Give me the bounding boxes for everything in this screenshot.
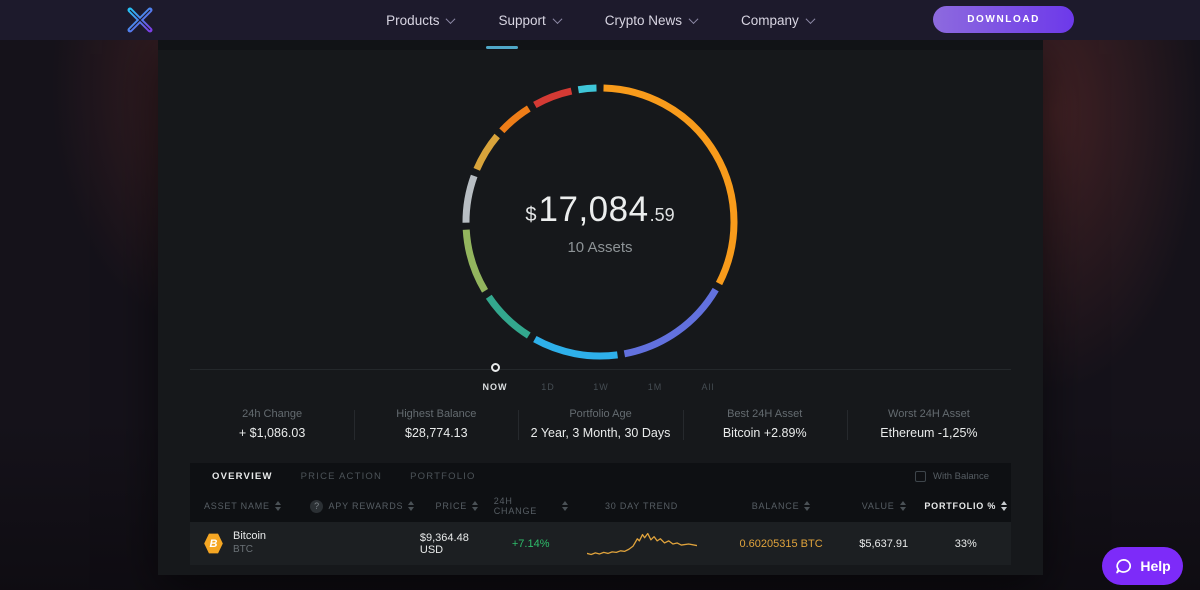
- stat-highest-balance: Highest Balance $28,774.13: [354, 402, 518, 446]
- stat-label: Best 24H Asset: [727, 408, 803, 420]
- portfolio-pct-cell: 33%: [954, 537, 977, 550]
- donut-segment-asset-5[interactable]: [462, 229, 489, 293]
- table-row-bitcoin[interactable]: B Bitcoin BTC $9,364.48 USD +7.14% 0.602…: [190, 522, 1011, 565]
- stat-label: Worst 24H Asset: [888, 408, 970, 420]
- column-header-asset-name[interactable]: ASSET NAME: [190, 501, 305, 511]
- column-header-24h-change[interactable]: 24H CHANGE: [494, 496, 568, 516]
- chat-bubble-icon: [1116, 558, 1132, 573]
- bitcoin-icon: B: [204, 533, 223, 554]
- nav-item-support[interactable]: Support: [498, 12, 563, 28]
- column-header-portfolio-pct[interactable]: PORTFOLIO %: [921, 501, 1011, 511]
- value-cell: $5,637.91: [859, 537, 909, 550]
- with-balance-label: With Balance: [933, 471, 989, 482]
- timeline-marker[interactable]: [491, 363, 500, 372]
- sort-icon: [804, 501, 811, 511]
- nav-item-label: Products: [386, 12, 440, 28]
- table-header-row: ASSET NAME ? APY REWARDS PRICE 24H CHANG…: [190, 490, 1011, 522]
- chevron-down-icon: [688, 13, 699, 24]
- chevron-down-icon: [805, 13, 816, 24]
- stat-24h-change: 24h Change + $1,086.03: [190, 402, 354, 446]
- column-header-30-day-trend: 30 DAY TREND: [604, 501, 679, 511]
- column-header-balance[interactable]: BALANCE: [715, 501, 846, 511]
- sort-icon: [472, 501, 479, 511]
- stat-value: 2 Year, 3 Month, 30 Days: [530, 426, 671, 440]
- change-cell: +7.14%: [511, 537, 550, 550]
- trend-cell: [568, 528, 716, 560]
- chevron-down-icon: [552, 13, 563, 24]
- stat-value: Bitcoin +2.89%: [722, 426, 807, 440]
- donut-ring: [462, 84, 738, 360]
- assets-count: 10 Assets: [567, 239, 633, 256]
- sort-icon: [899, 501, 906, 511]
- donut-segment-asset-3[interactable]: [533, 336, 618, 360]
- column-header-price[interactable]: PRICE: [420, 501, 494, 511]
- donut-segment-asset-8[interactable]: [499, 105, 531, 134]
- timeline-option-1m[interactable]: 1M: [647, 382, 663, 392]
- chevron-down-icon: [446, 13, 456, 24]
- stats-row: 24h Change + $1,086.03 Highest Balance $…: [190, 402, 1011, 446]
- panel-top-bar: [158, 40, 1043, 50]
- donut-segment-asset-6[interactable]: [462, 174, 478, 223]
- balance-cell: 0.60205315 BTC: [739, 537, 823, 550]
- balance-cents: .59: [649, 205, 675, 225]
- donut-segment-asset-10[interactable]: [577, 84, 597, 94]
- donut-segment-asset-2[interactable]: [623, 287, 719, 358]
- sort-icon: [561, 501, 568, 511]
- donut-segment-asset-4[interactable]: [485, 294, 531, 339]
- download-button[interactable]: DOWNLOAD: [933, 6, 1074, 33]
- portfolio-total: $ 17,084 .59 10 Assets: [450, 190, 750, 256]
- stat-label: 24h Change: [242, 408, 303, 420]
- stat-label: Portfolio Age: [569, 408, 632, 420]
- portfolio-donut-chart: $ 17,084 .59 10 Assets: [450, 72, 750, 372]
- timeline-option-now[interactable]: NOW: [482, 382, 508, 392]
- with-balance-toggle[interactable]: With Balance: [915, 471, 989, 482]
- sort-icon-active: [1001, 501, 1008, 511]
- stat-value: $28,774.13: [405, 426, 468, 440]
- stat-worst-24h-asset: Worst 24H Asset Ethereum -1,25%: [846, 402, 1011, 446]
- stat-value: + $1,086.03: [238, 426, 306, 440]
- sparkline-chart: [587, 528, 697, 560]
- timeline-track[interactable]: [190, 369, 1011, 370]
- currency-symbol: $: [525, 204, 537, 226]
- column-header-value[interactable]: VALUE: [847, 501, 921, 511]
- sort-icon: [408, 501, 415, 511]
- wallet-dashboard-panel: $ 17,084 .59 10 Assets NOW 1D 1W 1M All 24h …: [158, 40, 1043, 575]
- timeline-option-all[interactable]: All: [701, 382, 715, 392]
- tab-portfolio[interactable]: PORTFOLIO: [410, 471, 476, 482]
- active-tab-indicator: [486, 46, 518, 49]
- stat-best-24h-asset: Best 24H Asset Bitcoin +2.89%: [682, 402, 847, 446]
- tab-price-action[interactable]: PRICE ACTION: [300, 471, 383, 482]
- nav-item-label: Support: [498, 12, 546, 28]
- asset-cell: B Bitcoin BTC: [190, 530, 305, 556]
- assets-table: OVERVIEW PRICE ACTION PORTFOLIO With Bal…: [190, 463, 1011, 565]
- donut-segment-asset-9[interactable]: [533, 87, 573, 108]
- help-label: Help: [1140, 558, 1171, 574]
- nav-menu: Products Support Crypto News Company: [0, 0, 1200, 40]
- sort-icon: [274, 501, 281, 511]
- tab-overview[interactable]: OVERVIEW: [212, 471, 273, 482]
- help-button[interactable]: Help: [1102, 547, 1183, 585]
- asset-symbol: BTC: [233, 544, 253, 556]
- donut-segment-Bitcoin[interactable]: [603, 84, 738, 286]
- nav-item-company[interactable]: Company: [741, 12, 816, 28]
- nav-item-label: Crypto News: [604, 12, 683, 28]
- help-question-icon[interactable]: ?: [310, 499, 324, 513]
- top-nav: Products Support Crypto News Company DOW…: [0, 0, 1200, 40]
- asset-name: Bitcoin: [233, 530, 267, 543]
- stat-label: Highest Balance: [396, 408, 477, 420]
- stat-value: Ethereum -1,25%: [880, 426, 978, 440]
- stat-portfolio-age: Portfolio Age 2 Year, 3 Month, 30 Days: [518, 402, 682, 446]
- column-header-apy-rewards[interactable]: ? APY REWARDS: [305, 499, 420, 513]
- nav-item-crypto-news[interactable]: Crypto News: [604, 12, 699, 28]
- nav-item-products[interactable]: Products: [386, 12, 456, 28]
- price-cell: $9,364.48 USD: [419, 531, 469, 556]
- balance-amount: 17,084: [538, 190, 649, 229]
- exodus-logo-icon[interactable]: [126, 6, 154, 34]
- donut-segment-asset-7[interactable]: [473, 133, 500, 171]
- table-tab-bar: OVERVIEW PRICE ACTION PORTFOLIO With Bal…: [190, 463, 1011, 490]
- nav-item-label: Company: [741, 12, 799, 28]
- checkbox-icon[interactable]: [915, 471, 927, 482]
- timeline-option-1w[interactable]: 1W: [593, 382, 609, 392]
- timeline-option-1d[interactable]: 1D: [541, 382, 555, 392]
